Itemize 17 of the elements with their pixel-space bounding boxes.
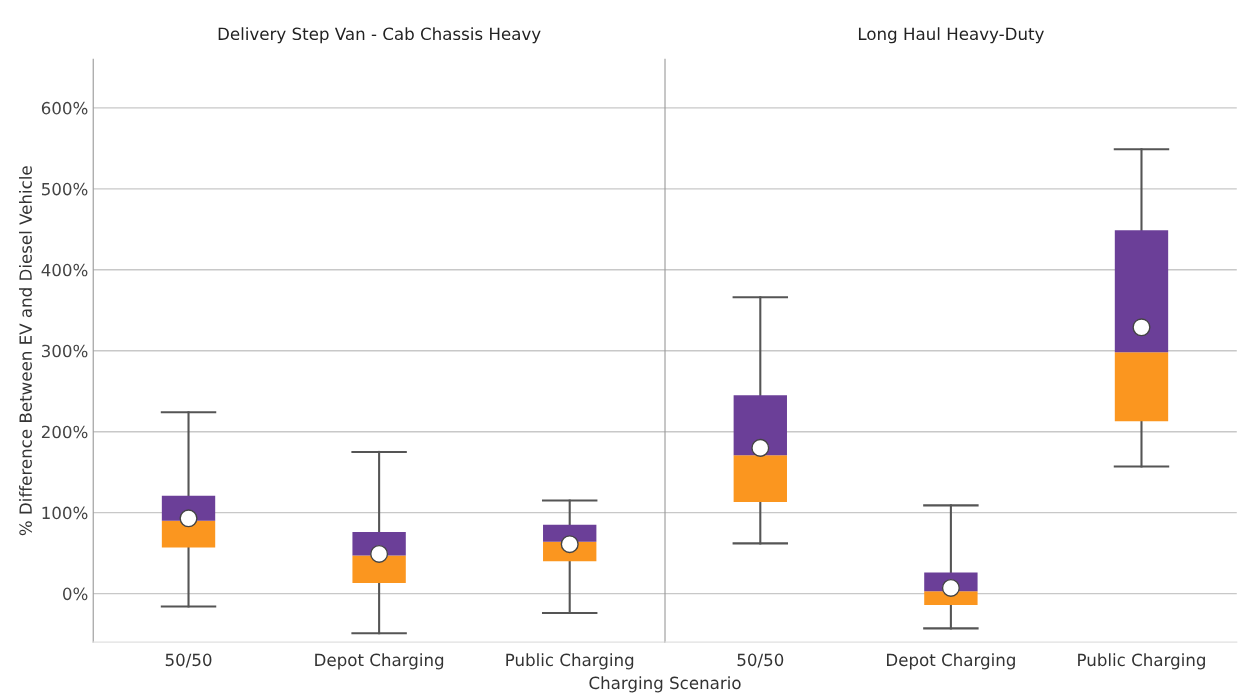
x-tick-label: Public Charging [1078, 653, 1205, 670]
x-tick-label: Depot Charging [887, 653, 1015, 670]
chart-title: Delivery Step Van - Cab Chassis Heavy [218, 27, 541, 44]
y-axis-title: % Difference Between EV and Diesel Vehicle [19, 166, 32, 536]
x-tick-label: Public Charging [506, 653, 634, 670]
x-axis-title: Charging Scenario [589, 676, 741, 693]
x-tick-label: 50/50 [737, 653, 784, 668]
x-tick-label: Depot Charging [315, 653, 444, 670]
y-tick-label: 300% [41, 344, 88, 358]
y-tick-label: 100% [42, 506, 88, 520]
y-tick-label: 0% [63, 587, 88, 601]
chart-title: Long Haul Heavy-Duty [858, 27, 1044, 44]
y-tick-label: 400% [41, 263, 88, 277]
y-tick-label: 600% [41, 101, 88, 115]
y-tick-label: 500% [42, 182, 88, 196]
y-tick-label: 200% [41, 425, 88, 439]
x-tick-label: 50/50 [165, 653, 212, 668]
